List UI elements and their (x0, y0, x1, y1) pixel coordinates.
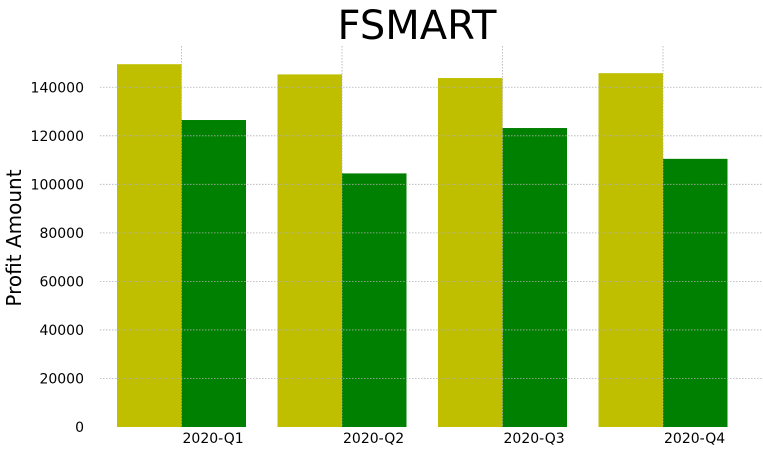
y-tick-label: 60000 (39, 274, 84, 290)
bar-series1-2020-q2 (277, 74, 342, 427)
bar-series2-2020-q3 (502, 128, 567, 427)
y-tick-label: 80000 (39, 226, 84, 242)
x-tick-label: 2020-Q1 (183, 431, 244, 447)
x-tick-label: 2020-Q2 (343, 431, 404, 447)
chart-title: FSMART (338, 3, 497, 49)
y-tick-label: 40000 (39, 323, 84, 339)
y-axis-label: Profit Amount (2, 169, 26, 306)
x-tick-label: 2020-Q4 (664, 431, 725, 447)
bar-series1-2020-q1 (117, 64, 182, 428)
bars-layer (117, 64, 728, 428)
y-tick-label: 20000 (39, 371, 84, 387)
x-tick-label: 2020-Q3 (504, 431, 565, 447)
grid-layer (100, 46, 763, 427)
bar-series2-2020-q2 (342, 173, 407, 427)
bar-series1-2020-q3 (438, 78, 503, 428)
y-tick-label: 0 (75, 420, 84, 436)
bar-series2-2020-q1 (181, 120, 246, 427)
ticks-layer: 0 20000 40000 60000 80000 100000 120000 140000 2… (31, 80, 726, 447)
y-tick-label: 100000 (31, 177, 84, 193)
y-tick-label: 140000 (31, 80, 84, 96)
bar-series1-2020-q4 (598, 73, 663, 427)
bar-series2-2020-q4 (663, 158, 728, 428)
y-tick-label: 120000 (31, 129, 84, 145)
